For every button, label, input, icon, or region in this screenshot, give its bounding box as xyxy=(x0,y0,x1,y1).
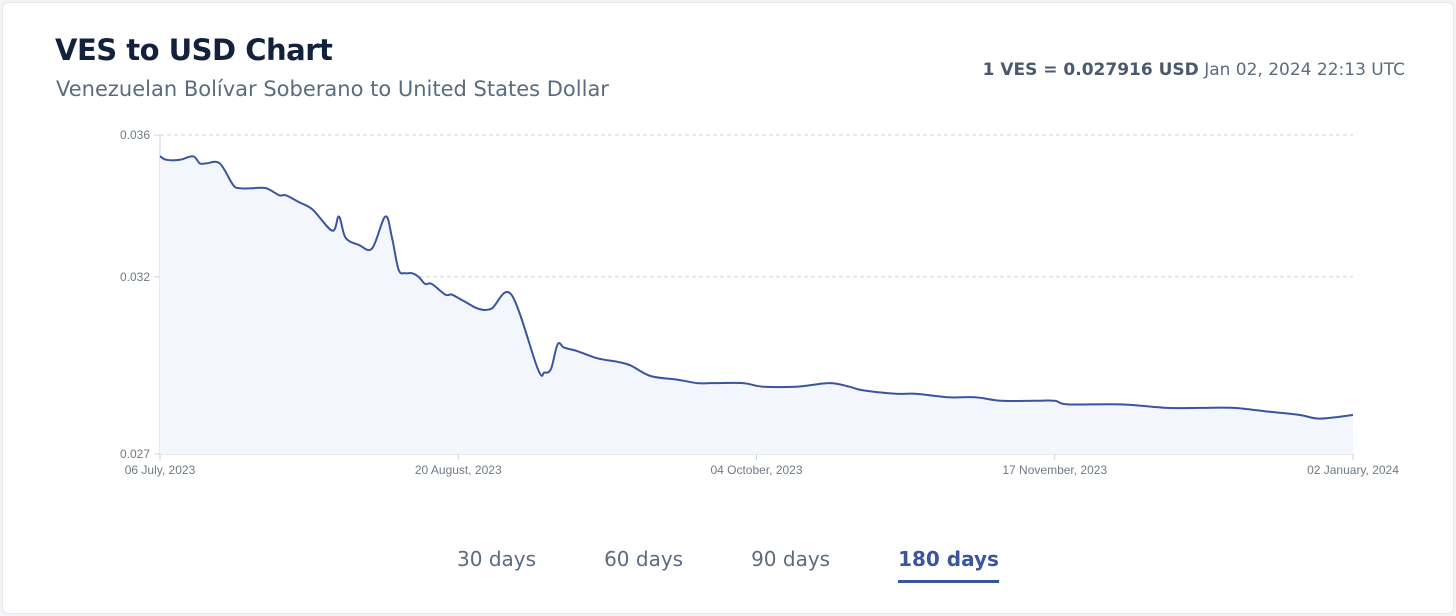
tab-90-days[interactable]: 90 days xyxy=(751,547,831,571)
rate-value: 1 VES = 0.027916 USD xyxy=(982,60,1199,80)
rate-chart[interactable]: 0.036 0.032 0.027 06 July, 2023 20 August, 2… xyxy=(3,3,1453,503)
x-tick-label: 04 October, 2023 xyxy=(710,463,802,477)
y-tick-label: 0.032 xyxy=(120,270,150,284)
x-tick-label: 20 August, 2023 xyxy=(415,463,502,477)
y-tick-label: 0.027 xyxy=(120,447,150,461)
page-subtitle: Venezuelan Bolívar Soberano to United St… xyxy=(56,77,609,101)
x-tick-label: 02 January, 2024 xyxy=(1307,463,1399,477)
current-rate: 1 VES = 0.027916 USD Jan 02, 2024 22:13 … xyxy=(983,60,1405,80)
period-tabs: 30 days 60 days 90 days 180 days xyxy=(3,547,1453,583)
series-line xyxy=(159,155,1354,420)
tab-60-days[interactable]: 60 days xyxy=(604,547,684,571)
series-area xyxy=(160,156,1353,454)
x-tick-label: 06 July, 2023 xyxy=(125,463,196,477)
tab-30-days[interactable]: 30 days xyxy=(457,547,537,571)
x-tick-label: 17 November, 2023 xyxy=(1002,463,1107,477)
rate-timestamp: Jan 02, 2024 22:13 UTC xyxy=(1204,60,1405,80)
page-title: VES to USD Chart xyxy=(55,33,333,67)
tab-180-days[interactable]: 180 days xyxy=(898,547,999,583)
y-tick-label: 0.036 xyxy=(120,128,150,142)
